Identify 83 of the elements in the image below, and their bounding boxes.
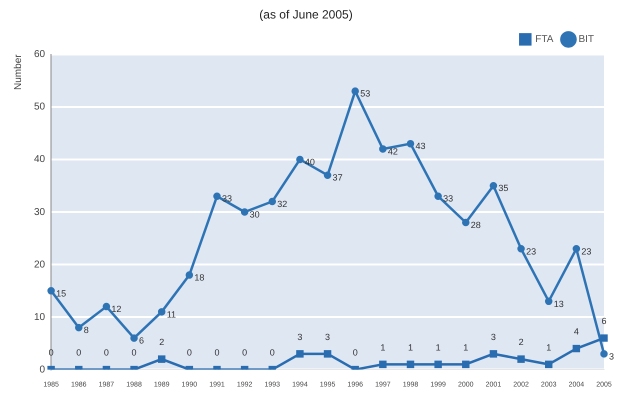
y-axis-title: Number — [12, 54, 24, 90]
data-label: 35 — [498, 183, 508, 194]
data-label: 32 — [277, 198, 288, 209]
data-label: 37 — [332, 172, 343, 183]
data-label: 1 — [436, 342, 441, 352]
data-label: 0 — [270, 348, 275, 358]
data-label: 0 — [186, 348, 192, 358]
point — [406, 360, 414, 368]
point — [490, 350, 498, 358]
point — [462, 360, 470, 368]
point — [544, 298, 552, 306]
point — [572, 344, 580, 352]
y-tick-label: 30 — [34, 206, 46, 218]
point — [351, 87, 359, 95]
point — [158, 308, 166, 316]
data-label: 23 — [526, 246, 536, 256]
point — [102, 302, 110, 310]
data-label: 1 — [463, 342, 468, 352]
data-label: 28 — [470, 220, 481, 230]
point — [600, 334, 608, 342]
data-label: 0 — [76, 348, 82, 358]
point — [572, 245, 580, 253]
data-label: 12 — [111, 304, 122, 314]
data-label: 30 — [250, 209, 260, 220]
point — [186, 271, 194, 279]
data-label: 2 — [159, 337, 164, 348]
data-label: 8 — [84, 325, 89, 336]
point — [296, 156, 304, 164]
data-label: 15 — [56, 288, 66, 298]
y-tick-label: 40 — [34, 154, 46, 166]
point — [213, 192, 221, 200]
point — [47, 287, 55, 295]
point — [462, 218, 470, 226]
data-label: 3 — [325, 332, 330, 342]
y-tick-label: 60 — [34, 49, 46, 60]
y-tick-label: 50 — [34, 102, 46, 113]
legend-label: BIT — [578, 34, 594, 46]
data-label: 1 — [380, 342, 386, 352]
data-label: 0 — [352, 348, 358, 358]
data-label: 0 — [214, 348, 220, 358]
data-label: 18 — [194, 272, 204, 283]
point — [296, 350, 304, 358]
data-label: 13 — [554, 298, 564, 309]
data-label: 0 — [132, 348, 137, 358]
data-label: 33 — [443, 194, 454, 204]
point — [434, 192, 442, 200]
point — [240, 208, 248, 216]
point — [324, 350, 332, 358]
legend-label: FTA — [535, 34, 554, 46]
point — [268, 198, 276, 206]
point — [517, 355, 525, 363]
y-tick-label: 10 — [34, 312, 46, 323]
data-label: 53 — [360, 88, 370, 99]
point — [158, 355, 166, 363]
point — [379, 145, 387, 153]
data-label: 3 — [609, 351, 614, 362]
data-label: 3 — [297, 332, 302, 342]
point — [324, 171, 332, 179]
point — [544, 360, 552, 368]
point — [130, 334, 138, 342]
data-label: 11 — [166, 309, 176, 320]
point — [517, 245, 525, 253]
point — [600, 350, 608, 358]
data-label: 0 — [242, 348, 248, 358]
data-label: 1 — [408, 342, 413, 352]
data-label: 3 — [490, 332, 496, 342]
point — [434, 360, 442, 368]
data-label: 23 — [581, 246, 592, 256]
point — [379, 360, 387, 368]
data-label: 2 — [518, 337, 524, 348]
point — [490, 182, 498, 190]
data-label: 42 — [388, 146, 398, 156]
chart-title: (as of June 2005) — [259, 8, 353, 22]
y-tick-label: 0 — [40, 364, 46, 376]
data-label: 0 — [104, 348, 109, 358]
data-label: 1 — [546, 342, 552, 352]
data-label: 4 — [574, 326, 579, 337]
point — [75, 324, 83, 332]
data-label: 6 — [139, 336, 144, 346]
data-label: 6 — [601, 316, 607, 326]
data-label: 43 — [415, 141, 426, 152]
y-tick-label: 20 — [34, 259, 46, 270]
point — [406, 140, 414, 148]
